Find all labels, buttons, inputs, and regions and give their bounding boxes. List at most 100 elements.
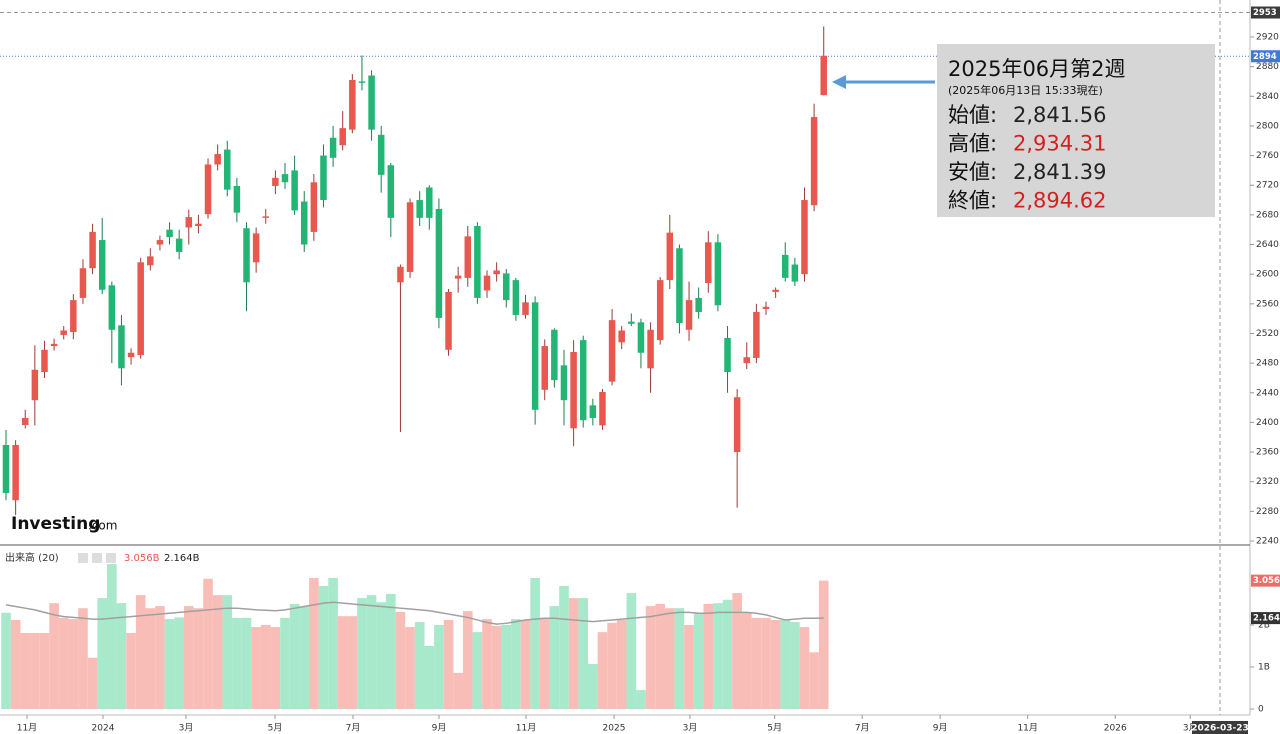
last-badge-bg xyxy=(1251,50,1280,63)
y-tick-label: 2600 xyxy=(1256,270,1279,280)
volume-bar xyxy=(693,612,704,709)
volume-bar xyxy=(684,624,694,709)
candle-body xyxy=(772,289,779,292)
volume-bar xyxy=(347,616,358,709)
info-label: 安値: xyxy=(948,160,997,184)
candle-body xyxy=(118,325,125,369)
candle-body xyxy=(204,164,212,215)
volume-bar xyxy=(241,617,252,709)
candle-body xyxy=(243,228,250,283)
volume-bar xyxy=(68,619,79,709)
candle-body xyxy=(474,225,481,298)
candle-body xyxy=(820,55,827,96)
volume-bar xyxy=(116,603,127,709)
candle-body xyxy=(435,208,443,318)
y-tick-label: 2240 xyxy=(1256,536,1279,546)
arrow-head xyxy=(832,75,846,89)
volume-bar xyxy=(376,602,386,709)
volume-bar xyxy=(751,617,762,709)
logo-suffix: .com xyxy=(88,519,117,533)
volume-bar xyxy=(770,619,781,709)
candle-body xyxy=(628,321,635,324)
volume-value: 3.056B xyxy=(124,553,160,564)
candle-body xyxy=(262,216,270,218)
volume-bar xyxy=(232,617,242,709)
info-value: 2,841.56 xyxy=(1013,103,1107,127)
x-tick-label: 9月 xyxy=(933,723,948,734)
volume-bar xyxy=(107,564,117,709)
candle-body xyxy=(397,266,404,283)
volume-bar xyxy=(491,625,502,709)
volume-bar xyxy=(809,652,819,709)
candle-body xyxy=(724,337,731,373)
candle-body xyxy=(272,177,279,186)
volume-bar xyxy=(655,603,665,709)
volume-bar xyxy=(511,619,521,709)
candle-body xyxy=(445,291,452,350)
candle-body xyxy=(41,349,48,373)
volume-bar xyxy=(395,611,406,709)
volume-bar xyxy=(280,617,290,709)
candle-body xyxy=(801,200,808,275)
candle-body xyxy=(512,280,520,315)
volume-bar xyxy=(299,606,310,709)
candle-body xyxy=(281,174,289,183)
y-tick-label: 2680 xyxy=(1256,210,1279,220)
candle-body xyxy=(79,268,87,298)
candle-body xyxy=(579,340,587,421)
legend-icon xyxy=(78,553,88,563)
info-box xyxy=(937,44,1215,217)
volume-legend: 出来高 (20) xyxy=(5,551,59,564)
ma-value: 2.164B xyxy=(164,553,200,564)
candle-body xyxy=(733,397,741,453)
info-note: (2025年06月13日 15:33現在) xyxy=(948,83,1103,97)
x-tick-label: 2024 xyxy=(92,724,115,734)
volume-bar xyxy=(530,577,540,709)
high-badge-bg xyxy=(1251,6,1280,19)
y-tick-label: 2400 xyxy=(1256,418,1279,428)
candle-body xyxy=(252,233,260,263)
volume-bar xyxy=(1,612,11,709)
volume-bar xyxy=(674,608,685,709)
volume-bar xyxy=(722,599,733,709)
volume-bar xyxy=(135,595,146,709)
volume-bar xyxy=(260,624,271,709)
volume-bar xyxy=(126,632,136,709)
candle-body xyxy=(127,352,135,358)
volume-bar xyxy=(790,622,800,709)
info-label: 終値: xyxy=(948,189,997,213)
x-tick-label: 9月 xyxy=(432,723,447,734)
volume-tick-label: 2B xyxy=(1258,620,1270,630)
candle-body xyxy=(60,330,67,335)
candle-body xyxy=(781,254,789,278)
volume-bar xyxy=(49,603,59,709)
volume-bar xyxy=(318,585,329,709)
candle-body xyxy=(147,256,154,266)
candle-body xyxy=(50,343,58,347)
y-tick-label: 2640 xyxy=(1256,240,1279,250)
info-value: 2,934.31 xyxy=(1013,132,1107,156)
y-tick-label: 2720 xyxy=(1256,181,1279,191)
candle-body xyxy=(98,240,106,290)
volume-bar xyxy=(155,606,165,709)
x-tick-label: 11月 xyxy=(17,723,37,734)
y-tick-label: 2920 xyxy=(1256,32,1279,42)
volume-bar xyxy=(665,608,675,709)
y-tick-label: 2280 xyxy=(1256,507,1279,517)
candle-body xyxy=(743,357,751,364)
volume-bar xyxy=(453,672,463,709)
volume-bar xyxy=(366,595,377,709)
info-title: 2025年06月第2週 xyxy=(948,57,1126,81)
candle-body xyxy=(714,242,722,306)
candle-body xyxy=(656,280,664,341)
volume-bar xyxy=(97,598,108,709)
x-tick-label: 7月 xyxy=(346,723,361,734)
volume-bar xyxy=(741,612,752,709)
legend-icon xyxy=(106,553,116,563)
cursor-date: 2026-03-23 xyxy=(1191,724,1249,734)
candle-body xyxy=(368,75,375,130)
x-tick-label: 5月 xyxy=(268,723,283,734)
volume-tick-label: 1B xyxy=(1258,662,1270,672)
candle-body xyxy=(156,240,164,245)
